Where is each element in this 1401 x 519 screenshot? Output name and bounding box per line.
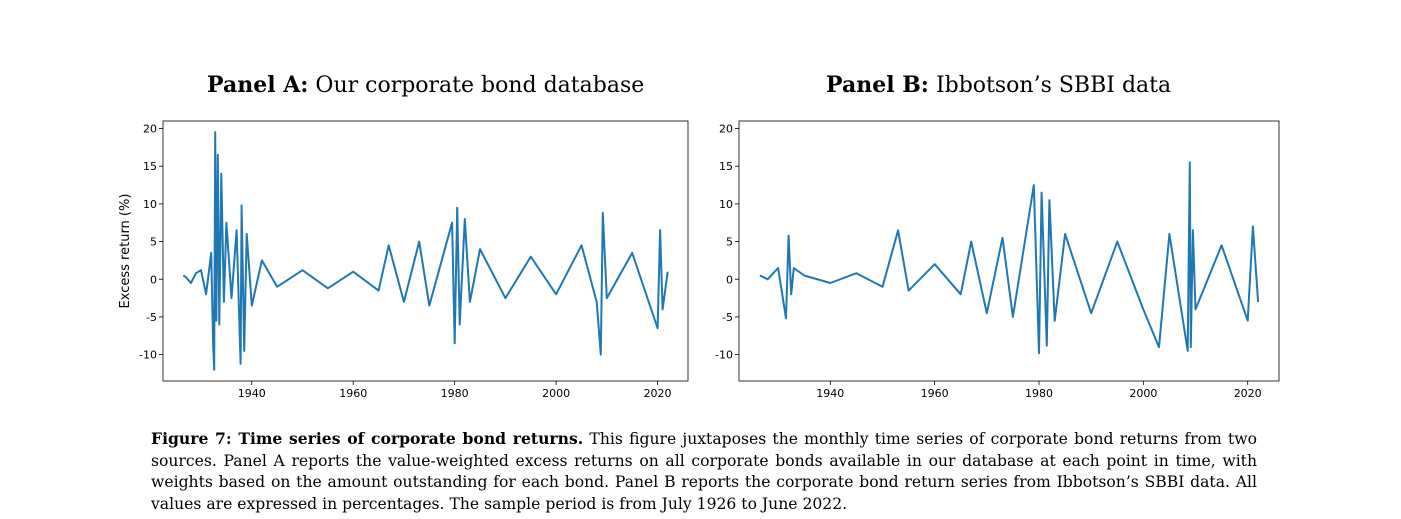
panel-b-ytick-label: -10 xyxy=(715,349,733,362)
panel-b-xtick-label: 1940 xyxy=(816,387,844,400)
panel-a-title-text: Our corporate bond database xyxy=(315,73,645,98)
caption-label: Figure 7: Time series of corporate bond … xyxy=(151,429,584,448)
panel-a-xtick-label: 1980 xyxy=(441,387,469,400)
panel-b-label: Panel B: xyxy=(826,72,929,98)
panel-a-xtick-label: 2000 xyxy=(542,387,570,400)
panel-a-ytick-label: -5 xyxy=(146,311,157,324)
panel-a-ytick-label: 20 xyxy=(143,123,157,136)
panel-a-ytick-label: 0 xyxy=(150,273,157,286)
panel-b-ytick-label: -5 xyxy=(722,311,733,324)
panel-b-ytick-label: 10 xyxy=(719,198,733,211)
panel-a-xtick-label: 1960 xyxy=(339,387,367,400)
panel-b-title-text: Ibbotson’s SBBI data xyxy=(935,73,1172,98)
panel-b-title: Panel B: Ibbotson’s SBBI data xyxy=(826,72,1171,98)
caption-text: This figure juxtaposes the monthly time … xyxy=(151,430,1257,513)
panel-b-xtick-label: 1960 xyxy=(921,387,949,400)
panel-b-xtick-label: 1980 xyxy=(1025,387,1053,400)
figure-caption: Figure 7: Time series of corporate bond … xyxy=(151,428,1257,515)
panel-a-xtick-label: 2020 xyxy=(644,387,672,400)
panel-a-plot-frame xyxy=(162,120,689,382)
panel-a-ytick-label: 15 xyxy=(143,160,157,173)
panel-b-ytick-label: 20 xyxy=(719,123,733,136)
panel-b-ytick-label: 5 xyxy=(726,236,733,249)
panel-a-ytick-label: 10 xyxy=(143,198,157,211)
panel-a-ytick-label: -10 xyxy=(139,349,157,362)
panel-b-ytick-label: 15 xyxy=(719,160,733,173)
panel-b-plot-frame xyxy=(738,120,1280,382)
panel-b-ytick-label: 0 xyxy=(726,273,733,286)
panel-a-ylabel: Excess return (%) xyxy=(118,194,133,309)
panel-a-label: Panel A: xyxy=(207,72,309,98)
panel-b-xtick-label: 2020 xyxy=(1234,387,1262,400)
panel-a-title: Panel A: Our corporate bond database xyxy=(207,72,644,98)
panel-b-xtick-label: 2000 xyxy=(1129,387,1157,400)
panel-a-series-line xyxy=(182,131,669,371)
panel-a-ytick-label: 5 xyxy=(150,236,157,249)
panel-a-xtick-label: 1940 xyxy=(238,387,266,400)
panel-b-series-line xyxy=(759,161,1260,355)
